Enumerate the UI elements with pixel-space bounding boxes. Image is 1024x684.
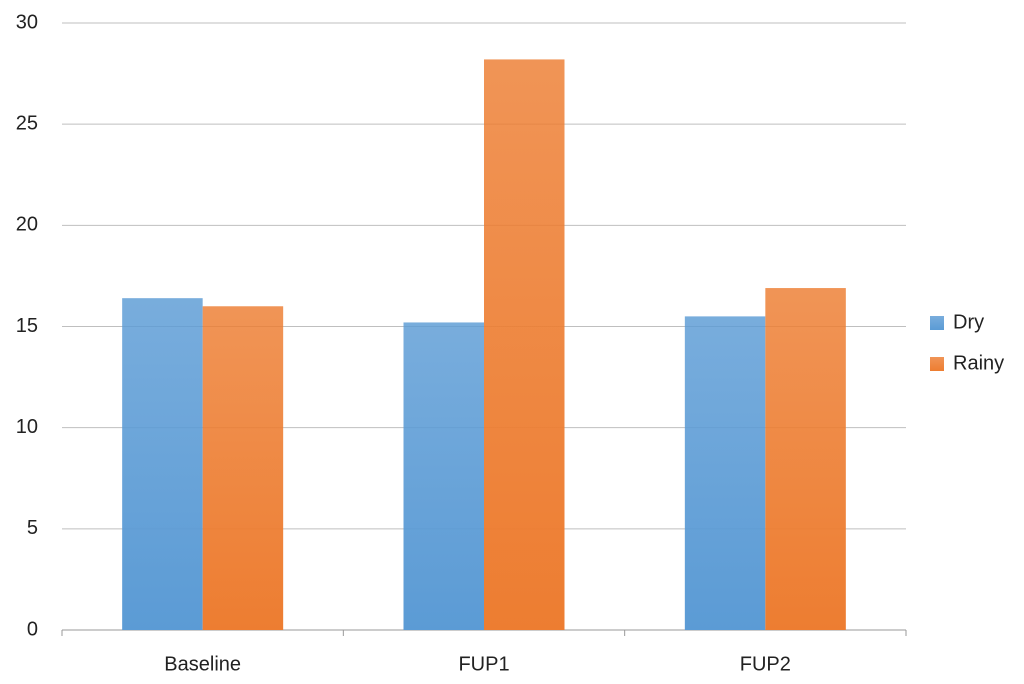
legend-swatch [930, 316, 944, 330]
legend-label: Rainy [953, 352, 1004, 374]
y-tick-label: 30 [16, 11, 38, 33]
legend-swatch [930, 357, 944, 371]
y-tick-label: 5 [27, 517, 38, 539]
y-tick-label: 25 [16, 112, 38, 134]
bar [684, 316, 766, 630]
y-tick-label: 15 [16, 315, 38, 337]
y-tick-label: 10 [16, 416, 38, 438]
bar [484, 59, 565, 631]
x-tick-label: Baseline [164, 653, 241, 675]
bar [202, 306, 284, 630]
bar [403, 322, 484, 630]
x-tick-label: FUP1 [458, 653, 509, 675]
y-tick-label: 20 [16, 214, 38, 236]
x-tick-label: FUP2 [740, 653, 791, 675]
bar [122, 298, 203, 630]
y-tick-label: 0 [27, 618, 38, 640]
bar [765, 288, 846, 630]
legend-label: Dry [953, 311, 984, 333]
